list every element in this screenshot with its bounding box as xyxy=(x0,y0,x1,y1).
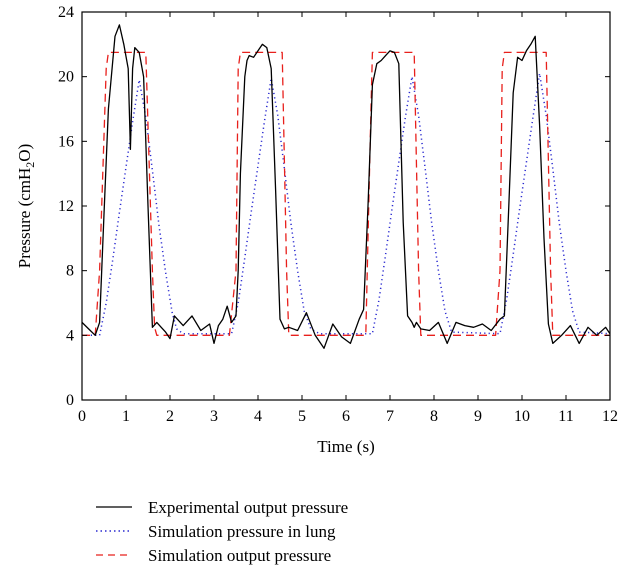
series-line-solid xyxy=(81,24,611,349)
y-axis-label-suffix: O) xyxy=(15,144,34,162)
series-line-dotted xyxy=(82,72,611,337)
y-axis-label-prefix: Pressure (cmH xyxy=(15,168,34,269)
x-tick-label: 1 xyxy=(122,408,130,425)
x-tick-label: 4 xyxy=(254,408,262,425)
legend-swatch-experimental xyxy=(96,506,132,508)
legend-label-simulation-output: Simulation output pressure xyxy=(148,546,332,565)
legend-swatch-simulation-output xyxy=(96,554,132,556)
x-tick-label: 6 xyxy=(342,408,350,425)
y-tick-label: 12 xyxy=(58,198,74,215)
legend-label-experimental: Experimental output pressure xyxy=(148,498,349,517)
x-tick-label: 2 xyxy=(166,408,174,425)
x-tick-label: 5 xyxy=(298,408,306,425)
legend-swatch-lung xyxy=(96,530,132,532)
series-lines xyxy=(81,24,611,349)
y-tick-label: 8 xyxy=(66,263,74,280)
y-axis-label: Pressure (cmH2O) xyxy=(15,144,37,269)
plot-area-frame xyxy=(81,11,611,401)
legend-label-lung: Simulation pressure in lung xyxy=(148,522,336,541)
y-tick-label: 24 xyxy=(58,4,74,21)
x-tick-label: 9 xyxy=(474,408,482,425)
x-axis-label: Time (s) xyxy=(317,437,374,456)
y-tick-label: 4 xyxy=(66,327,74,344)
y-tick-label: 16 xyxy=(58,133,74,150)
y-tick-label: 0 xyxy=(66,392,74,409)
x-tick-label: 10 xyxy=(514,408,530,425)
y-tick-label: 20 xyxy=(58,69,74,86)
x-tick-label: 11 xyxy=(558,408,573,425)
y-axis-label-subscript: 2 xyxy=(23,162,37,168)
x-tick-label: 3 xyxy=(210,408,218,425)
x-tick-label: 0 xyxy=(78,408,86,425)
x-tick-label: 12 xyxy=(602,408,618,425)
x-tick-label: 8 xyxy=(430,408,438,425)
x-tick-label: 7 xyxy=(386,408,394,425)
series-line-dashed xyxy=(82,51,610,336)
